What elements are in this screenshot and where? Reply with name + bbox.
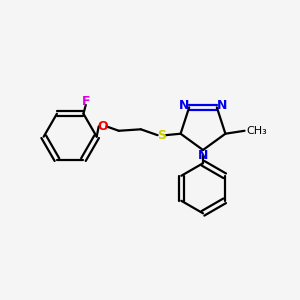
Text: S: S: [157, 129, 166, 142]
Text: N: N: [217, 99, 227, 112]
Text: N: N: [198, 149, 208, 162]
Text: O: O: [97, 120, 108, 133]
Text: F: F: [82, 95, 91, 108]
Text: CH₃: CH₃: [246, 126, 267, 136]
Text: N: N: [179, 99, 189, 112]
